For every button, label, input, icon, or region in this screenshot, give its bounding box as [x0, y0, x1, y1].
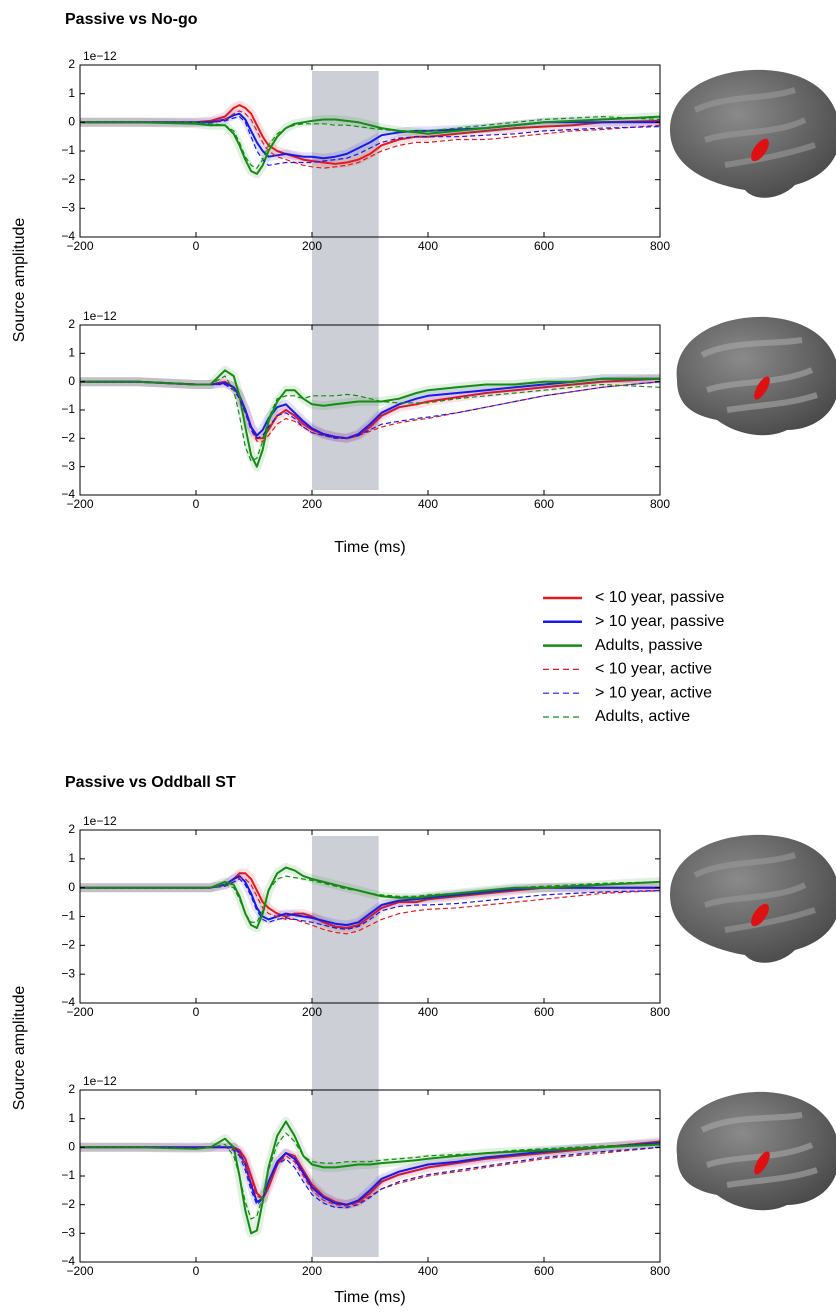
brain-image [676, 316, 836, 436]
series-line [80, 875, 660, 923]
legend-label: < 10 year, passive [595, 589, 725, 606]
y-tick-label: −4 [61, 1254, 75, 1268]
x-tick-label: 800 [650, 1005, 670, 1019]
series-line [80, 115, 660, 175]
x-tick-label: 400 [418, 1005, 438, 1019]
x-tick-label: 200 [302, 1264, 322, 1278]
series-line [80, 1142, 660, 1206]
offset-label: 1e−12 [83, 1074, 117, 1088]
x-tick-label: 200 [302, 1005, 322, 1019]
y-tick-label: 1 [68, 851, 75, 865]
x-tick-label: 200 [302, 239, 322, 253]
x-axis-label: Time (ms) [334, 1289, 405, 1306]
x-tick-label: −200 [66, 497, 93, 511]
y-tick-label: 2 [68, 317, 75, 331]
x-tick-label: 800 [650, 1264, 670, 1278]
series-line [80, 1146, 660, 1209]
y-tick-label: −2 [61, 1197, 75, 1211]
series-line [80, 1132, 660, 1220]
legend-label: < 10 year, active [595, 661, 712, 678]
x-tick-label: 0 [193, 1005, 200, 1019]
series-line [80, 1146, 660, 1207]
y-tick-label: −1 [61, 909, 75, 923]
offset-label: 1e−12 [83, 49, 117, 63]
y-tick-label: 2 [68, 57, 75, 71]
y-tick-label: −2 [61, 172, 75, 186]
series-line [80, 875, 660, 927]
plot-area [80, 365, 660, 472]
legend-label: > 10 year, active [595, 684, 712, 701]
brain-image [670, 69, 836, 198]
x-tick-label: 400 [418, 497, 438, 511]
legend-label: > 10 year, passive [595, 613, 725, 630]
series-line [80, 381, 660, 439]
y-tick-label: −1 [61, 1168, 75, 1182]
x-tick-label: 400 [418, 1264, 438, 1278]
x-axis-label: Time (ms) [334, 539, 405, 556]
y-tick-label: 1 [68, 1111, 75, 1125]
y-tick-label: 2 [68, 1082, 75, 1096]
x-tick-label: −200 [66, 1005, 93, 1019]
series-line [80, 116, 660, 166]
series-line [80, 878, 660, 931]
y-tick-label: 0 [68, 880, 75, 894]
group-title: Passive vs Oddball ST [65, 774, 236, 791]
group-title: Passive vs No-go [65, 11, 198, 28]
x-tick-label: 800 [650, 497, 670, 511]
y-axis-label: Source amplitude [11, 986, 28, 1111]
series-line [80, 110, 660, 169]
plot-area [80, 863, 660, 935]
y-axis-label: Source amplitude [11, 218, 28, 343]
y-tick-label: −4 [61, 487, 75, 501]
brain-image [676, 1091, 836, 1211]
x-tick-label: 200 [302, 497, 322, 511]
x-tick-label: 0 [193, 497, 200, 511]
series-line [80, 104, 660, 165]
y-tick-label: −2 [61, 431, 75, 445]
series-line [80, 116, 660, 169]
x-tick-label: 400 [418, 239, 438, 253]
x-tick-label: 800 [650, 239, 670, 253]
y-tick-label: −3 [61, 1226, 75, 1240]
y-tick-label: −4 [61, 995, 75, 1009]
y-tick-label: 1 [68, 346, 75, 360]
y-tick-label: 0 [68, 374, 75, 388]
offset-label: 1e−12 [83, 814, 117, 828]
y-tick-label: 1 [68, 86, 75, 100]
y-tick-label: −1 [61, 143, 75, 157]
y-tick-label: −3 [61, 459, 75, 473]
y-tick-label: 2 [68, 822, 75, 836]
x-tick-label: −200 [66, 1264, 93, 1278]
legend-label: Adults, active [595, 708, 690, 725]
highlight-band [312, 836, 379, 1257]
y-tick-label: −3 [61, 201, 75, 215]
y-tick-label: 0 [68, 1140, 75, 1154]
brain-image [670, 834, 836, 963]
legend-label: Adults, passive [595, 637, 703, 654]
y-tick-label: −3 [61, 966, 75, 980]
plot-area [80, 1117, 660, 1238]
x-tick-label: 600 [534, 1264, 554, 1278]
highlight-band [312, 71, 379, 490]
series-line [80, 375, 660, 462]
y-tick-label: −4 [61, 229, 75, 243]
y-tick-label: −2 [61, 938, 75, 952]
series-line [80, 377, 660, 440]
x-tick-label: 0 [193, 239, 200, 253]
y-tick-label: 0 [68, 115, 75, 129]
y-tick-label: −1 [61, 402, 75, 416]
x-tick-label: 0 [193, 1264, 200, 1278]
offset-label: 1e−12 [83, 309, 117, 323]
x-tick-label: 600 [534, 1005, 554, 1019]
plot-area [80, 100, 660, 179]
x-tick-label: −200 [66, 239, 93, 253]
x-tick-label: 600 [534, 497, 554, 511]
series-line [80, 877, 660, 935]
x-tick-label: 600 [534, 239, 554, 253]
series-line [80, 369, 660, 468]
